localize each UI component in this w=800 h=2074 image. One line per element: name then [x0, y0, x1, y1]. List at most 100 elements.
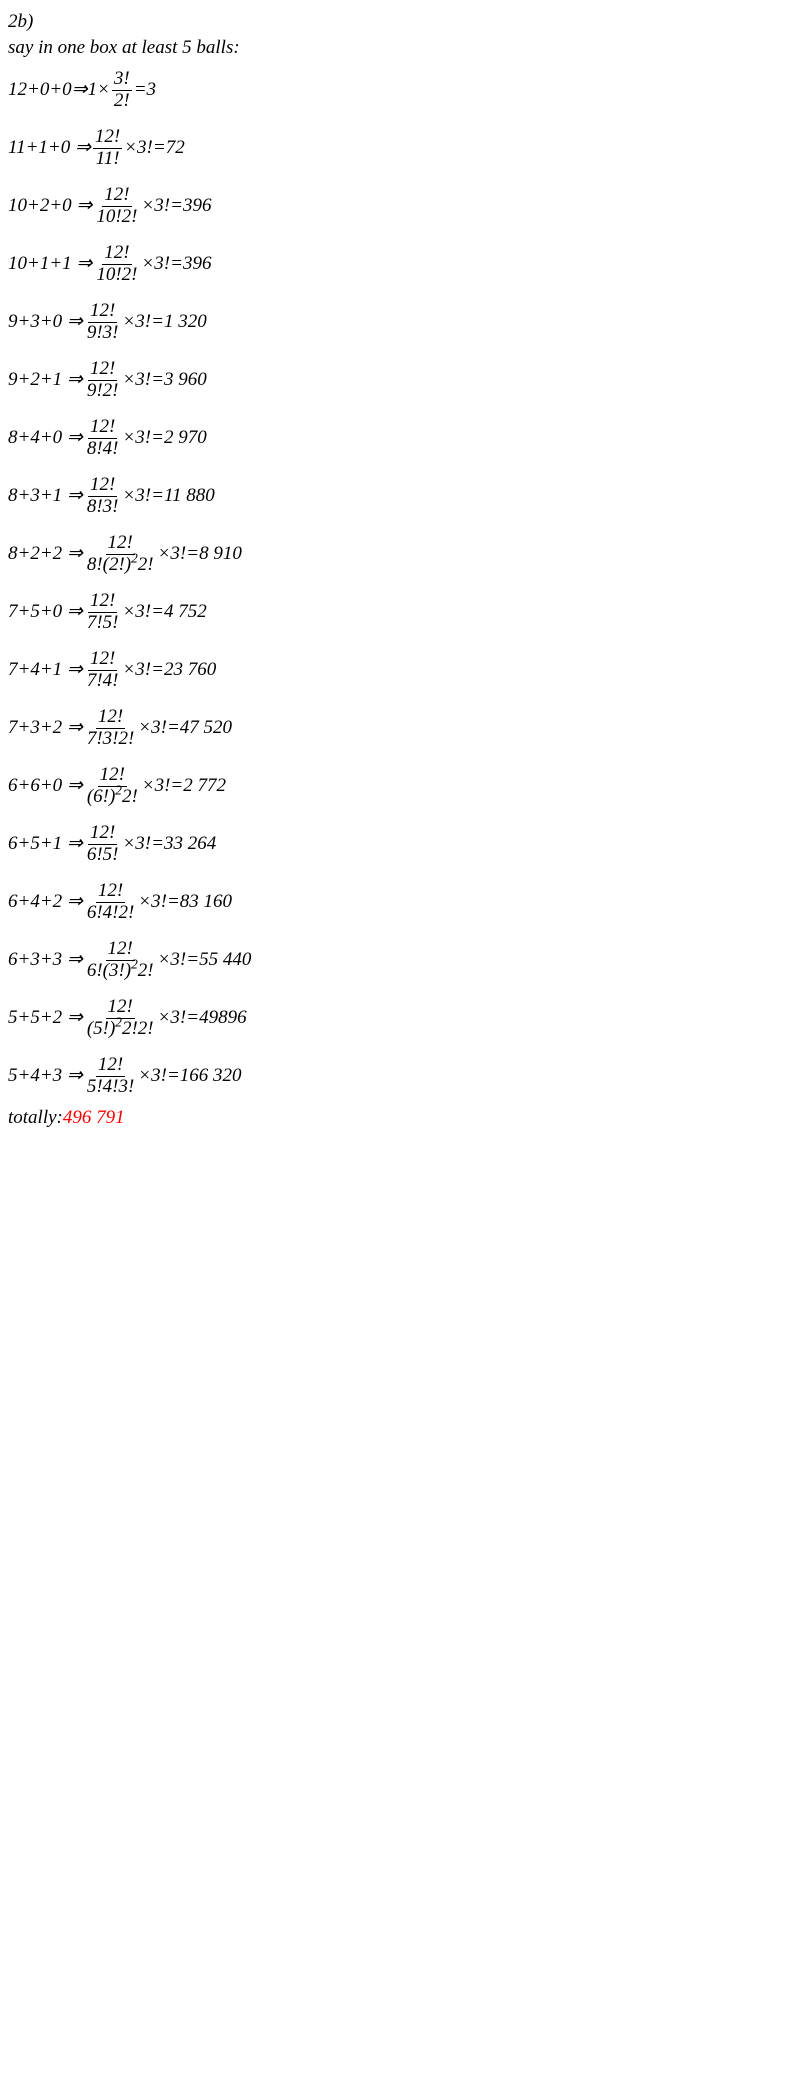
fraction: 12!8!4! [85, 417, 121, 460]
equation-row: 9+3+0 ⇒12!9!3!×3!=1 320 [8, 294, 792, 350]
fraction: 12!6!4!2! [85, 881, 136, 924]
fraction-denominator: 8!3! [85, 497, 121, 518]
rows-container: 12+0+0⇒1×3!2!=311+1+0 ⇒12!11!×3!=7210+2+… [8, 62, 792, 1104]
row-lhs: 7+3+2 ⇒ [8, 717, 83, 739]
equation-row: 6+6+0 ⇒12!(6!)22!×3!=2 772 [8, 758, 792, 814]
fraction: 12!5!4!3! [85, 1055, 136, 1098]
fraction-denominator: 7!5! [85, 613, 121, 634]
equation-row: 5+4+3 ⇒12!5!4!3!×3!=166 320 [8, 1048, 792, 1104]
fraction: 12!7!3!2! [85, 707, 136, 750]
fraction: 12!(6!)22! [85, 765, 140, 808]
fraction-numerator: 12! [102, 243, 131, 265]
row-rhs: ×3!=49896 [158, 1007, 247, 1029]
equation-row: 7+3+2 ⇒12!7!3!2!×3!=47 520 [8, 700, 792, 756]
row-lhs: 6+3+3 ⇒ [8, 949, 83, 971]
row-rhs: ×3!=396 [141, 195, 211, 217]
header-line-2: say in one box at least 5 balls: [8, 36, 792, 60]
row-lhs: 12+0+0⇒1× [8, 79, 110, 101]
fraction: 12!11! [93, 127, 122, 170]
row-rhs: ×3!=2 772 [142, 775, 226, 797]
fraction-denominator: 7!3!2! [85, 729, 136, 750]
equation-row: 8+4+0 ⇒12!8!4!×3!=2 970 [8, 410, 792, 466]
fraction-numerator: 12! [88, 417, 117, 439]
row-lhs: 9+3+0 ⇒ [8, 311, 83, 333]
fraction: 12!10!2! [94, 185, 139, 228]
fraction-denominator: 6!5! [85, 845, 121, 866]
fraction-numerator: 12! [88, 301, 117, 323]
row-rhs: ×3!=166 320 [138, 1065, 241, 1087]
row-lhs: 6+4+2 ⇒ [8, 891, 83, 913]
row-lhs: 8+4+0 ⇒ [8, 427, 83, 449]
row-rhs: ×3!=3 960 [122, 369, 206, 391]
fraction: 12!6!(3!)22! [85, 939, 156, 982]
fraction-denominator: (5!)22!2! [85, 1019, 156, 1040]
equation-row: 10+1+1 ⇒ 12!10!2!×3!=396 [8, 236, 792, 292]
fraction-numerator: 12! [88, 359, 117, 381]
equation-row: 12+0+0⇒1×3!2!=3 [8, 62, 792, 118]
row-rhs: ×3!=55 440 [158, 949, 252, 971]
fraction: 12!7!5! [85, 591, 121, 634]
fraction-numerator: 12! [96, 881, 125, 903]
fraction: 12!(5!)22!2! [85, 997, 156, 1040]
row-lhs: 6+6+0 ⇒ [8, 775, 83, 797]
footer-line: totally: 496 791 [8, 1106, 792, 1130]
equation-row: 5+5+2 ⇒12!(5!)22!2!×3!=49896 [8, 990, 792, 1046]
row-rhs: ×3!=2 970 [122, 427, 206, 449]
header-text-2: say in one box at least 5 balls: [8, 37, 240, 59]
row-rhs: ×3!=1 320 [122, 311, 206, 333]
row-lhs: 7+5+0 ⇒ [8, 601, 83, 623]
row-rhs: ×3!=23 760 [122, 659, 216, 681]
footer-label: totally: [8, 1107, 63, 1129]
row-lhs: 10+2+0 ⇒ [8, 195, 92, 217]
fraction-numerator: 12! [96, 707, 125, 729]
fraction-numerator: 12! [88, 823, 117, 845]
equation-row: 7+5+0 ⇒12!7!5!×3!=4 752 [8, 584, 792, 640]
row-lhs: 11+1+0 ⇒ [8, 137, 91, 159]
fraction-numerator: 12! [88, 649, 117, 671]
fraction-denominator: 6!4!2! [85, 903, 136, 924]
fraction: 12!9!3! [85, 301, 121, 344]
fraction-denominator: 8!4! [85, 439, 121, 460]
row-rhs: ×3!=8 910 [158, 543, 242, 565]
fraction: 12!8!(2!)22! [85, 533, 156, 576]
fraction-numerator: 12! [93, 127, 122, 149]
fraction-numerator: 3! [112, 69, 132, 91]
fraction-denominator: 7!4! [85, 671, 121, 692]
row-rhs: ×3!=4 752 [122, 601, 206, 623]
row-rhs: ×3!=72 [124, 137, 184, 159]
equation-row: 10+2+0 ⇒12!10!2!×3!=396 [8, 178, 792, 234]
row-rhs: ×3!=47 520 [138, 717, 232, 739]
equation-row: 7+4+1 ⇒12!7!4!×3!=23 760 [8, 642, 792, 698]
row-rhs: ×3!=396 [141, 253, 211, 275]
fraction-denominator: 5!4!3! [85, 1077, 136, 1098]
fraction-numerator: 12! [96, 1055, 125, 1077]
row-rhs: ×3!=11 880 [122, 485, 214, 507]
fraction-denominator: 10!2! [94, 207, 139, 228]
row-lhs: 6+5+1 ⇒ [8, 833, 83, 855]
fraction: 12!7!4! [85, 649, 121, 692]
row-lhs: 10+1+1 ⇒ [8, 253, 92, 275]
equation-row: 6+4+2 ⇒12!6!4!2!×3!=83 160 [8, 874, 792, 930]
fraction-denominator: 11! [94, 149, 122, 170]
equation-row: 9+2+1 ⇒12!9!2!×3!=3 960 [8, 352, 792, 408]
fraction: 12!6!5! [85, 823, 121, 866]
fraction-numerator: 12! [88, 475, 117, 497]
fraction-denominator: 2! [112, 91, 132, 112]
fraction-denominator: 9!3! [85, 323, 121, 344]
fraction: 12!9!2! [85, 359, 121, 402]
header-line-1: 2b) [8, 10, 792, 34]
equation-row: 8+3+1 ⇒12!8!3!×3!=11 880 [8, 468, 792, 524]
row-rhs: ×3!=33 264 [122, 833, 216, 855]
equation-row: 8+2+2 ⇒12!8!(2!)22!×3!=8 910 [8, 526, 792, 582]
row-rhs: ×3!=83 160 [138, 891, 232, 913]
fraction-denominator: 10!2! [94, 265, 139, 286]
row-lhs: 5+4+3 ⇒ [8, 1065, 83, 1087]
row-lhs: 7+4+1 ⇒ [8, 659, 83, 681]
footer-value: 496 791 [63, 1107, 125, 1129]
fraction-denominator: (6!)22! [85, 787, 140, 808]
fraction-denominator: 9!2! [85, 381, 121, 402]
equation-row: 6+5+1 ⇒12!6!5!×3!=33 264 [8, 816, 792, 872]
fraction-denominator: 6!(3!)22! [85, 961, 156, 982]
equation-row: 11+1+0 ⇒12!11!×3!=72 [8, 120, 792, 176]
fraction-denominator: 8!(2!)22! [85, 555, 156, 576]
